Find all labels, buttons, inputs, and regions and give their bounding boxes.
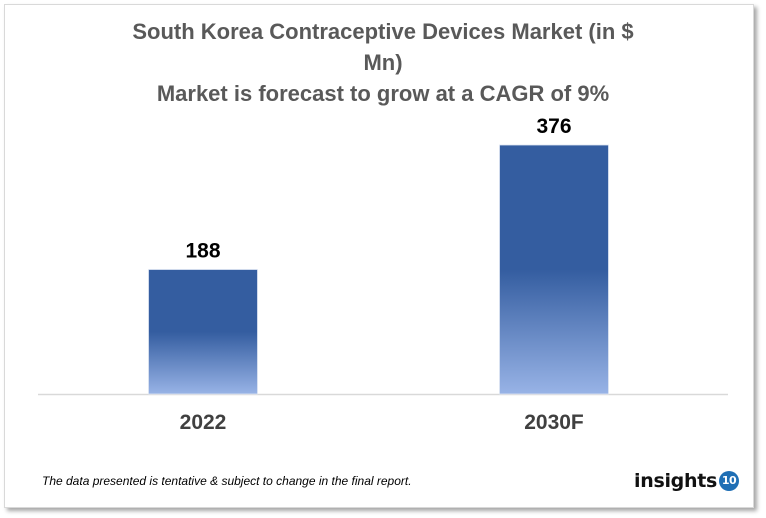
logo-text: insights — [634, 470, 717, 492]
chart-title: South Korea Contraceptive Devices Market… — [0, 16, 766, 109]
data-label-2030F: 376 — [536, 115, 571, 138]
x-tick-label-2030F: 2030F — [524, 411, 584, 434]
insights10-logo: insights 10 — [634, 470, 739, 492]
x-tick-label-2022: 2022 — [180, 411, 227, 434]
disclaimer-note: The data presented is tentative & subjec… — [42, 474, 412, 488]
data-label-2022: 188 — [185, 240, 220, 263]
title-line-2: Mn) — [363, 50, 403, 75]
title-line-1: South Korea Contraceptive Devices Market… — [132, 19, 634, 44]
logo-badge: 10 — [718, 471, 739, 491]
chart-card — [4, 4, 754, 508]
bar-2030F — [499, 144, 609, 395]
title-line-3: Market is forecast to grow at a CAGR of … — [156, 81, 610, 106]
bar-2022 — [148, 269, 258, 395]
